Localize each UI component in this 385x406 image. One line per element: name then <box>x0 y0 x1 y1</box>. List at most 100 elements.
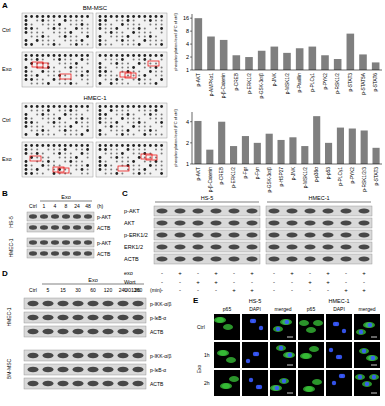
array-spot <box>25 160 28 163</box>
array-spot <box>105 79 107 81</box>
array-spot <box>25 152 28 155</box>
array-spot <box>144 130 146 132</box>
nucleus <box>258 385 262 389</box>
nucleus <box>365 382 369 386</box>
blot-row <box>24 350 146 361</box>
condition-sign: - <box>273 279 275 285</box>
blot-band <box>29 251 37 256</box>
array-spot <box>70 114 72 116</box>
array-spot <box>155 40 157 42</box>
blot-band <box>58 367 69 373</box>
array-spot <box>110 79 112 81</box>
y-axis <box>192 112 193 164</box>
blot-band <box>73 329 84 335</box>
array-spot <box>64 32 66 34</box>
array-spot <box>116 130 118 132</box>
cell-stain <box>226 357 236 363</box>
array-spot <box>110 54 113 57</box>
panel-label: E <box>193 296 199 305</box>
array-spot <box>110 24 112 26</box>
tick-label: 2 <box>186 54 189 60</box>
blot-band <box>73 353 84 359</box>
panel-label: A <box>2 1 8 10</box>
blot-strip <box>24 364 146 375</box>
array-spot <box>138 144 141 147</box>
lane-label: 240 <box>119 287 128 293</box>
array-spot <box>36 54 39 57</box>
array-spot <box>155 144 158 147</box>
micrograph-frame <box>298 370 324 396</box>
bar <box>283 53 291 70</box>
array-spot <box>58 105 61 108</box>
array-spot <box>110 157 112 159</box>
array-spot <box>155 15 158 18</box>
array-spot <box>75 105 78 108</box>
array-spot <box>105 161 107 163</box>
highlight-box <box>148 61 159 66</box>
category-label: p-ERK1/2 <box>231 167 236 188</box>
array-spot <box>64 59 66 61</box>
array-spot <box>81 133 84 136</box>
blot-strip <box>24 378 146 389</box>
array-spot <box>47 157 49 159</box>
array-spot <box>30 27 33 30</box>
blot-band <box>51 251 59 256</box>
condition-sign: - <box>273 270 275 276</box>
blot-band <box>51 214 59 219</box>
array-spot <box>105 44 107 46</box>
blot-band <box>359 233 370 238</box>
bar <box>373 148 380 164</box>
blot-band <box>84 240 92 245</box>
blot-band <box>62 214 70 219</box>
micrograph <box>354 314 380 340</box>
array-spot <box>99 15 102 18</box>
array-spot <box>155 44 157 46</box>
blot-band <box>305 245 316 250</box>
array-spot <box>115 172 118 175</box>
blot-band <box>229 209 240 214</box>
condition-sign: + <box>250 270 254 276</box>
array-spot <box>105 118 107 120</box>
array-spot <box>138 130 140 132</box>
array-spot <box>31 130 33 132</box>
blot-band <box>175 221 186 226</box>
cell-stain <box>368 355 378 361</box>
array-spot <box>58 117 61 120</box>
nucleus <box>358 375 362 379</box>
array-spot <box>36 105 39 108</box>
array-spot <box>127 28 129 30</box>
array-spot <box>143 74 146 77</box>
micrograph <box>354 342 380 368</box>
array-spot <box>36 74 39 77</box>
bar <box>220 40 228 70</box>
array-spot <box>59 165 61 167</box>
bar <box>230 146 237 164</box>
array-spot <box>155 130 157 132</box>
blot-strip <box>154 218 260 228</box>
array-spot <box>47 165 49 167</box>
array-spot <box>47 169 49 171</box>
micrograph <box>354 370 380 396</box>
blot-band <box>73 367 84 373</box>
array-spot <box>30 105 33 108</box>
array-spot <box>121 36 123 38</box>
micrograph <box>298 314 324 340</box>
array-spot <box>149 15 152 18</box>
bar <box>218 122 225 164</box>
nucleus <box>371 356 375 360</box>
blot-band <box>157 221 168 226</box>
chart <box>190 112 382 164</box>
array-spot <box>36 168 39 171</box>
blot-band <box>269 257 280 262</box>
blot-band <box>323 257 334 262</box>
nucleus <box>342 329 346 333</box>
micrograph <box>298 370 324 396</box>
condition-sign: - <box>179 279 181 285</box>
row-label: p-AKT <box>97 240 111 246</box>
array-spot <box>121 63 123 65</box>
blot-band <box>305 233 316 238</box>
blot-band <box>323 221 334 226</box>
array-spot <box>53 27 56 30</box>
array-spot <box>87 79 89 81</box>
blot-band <box>175 257 186 262</box>
